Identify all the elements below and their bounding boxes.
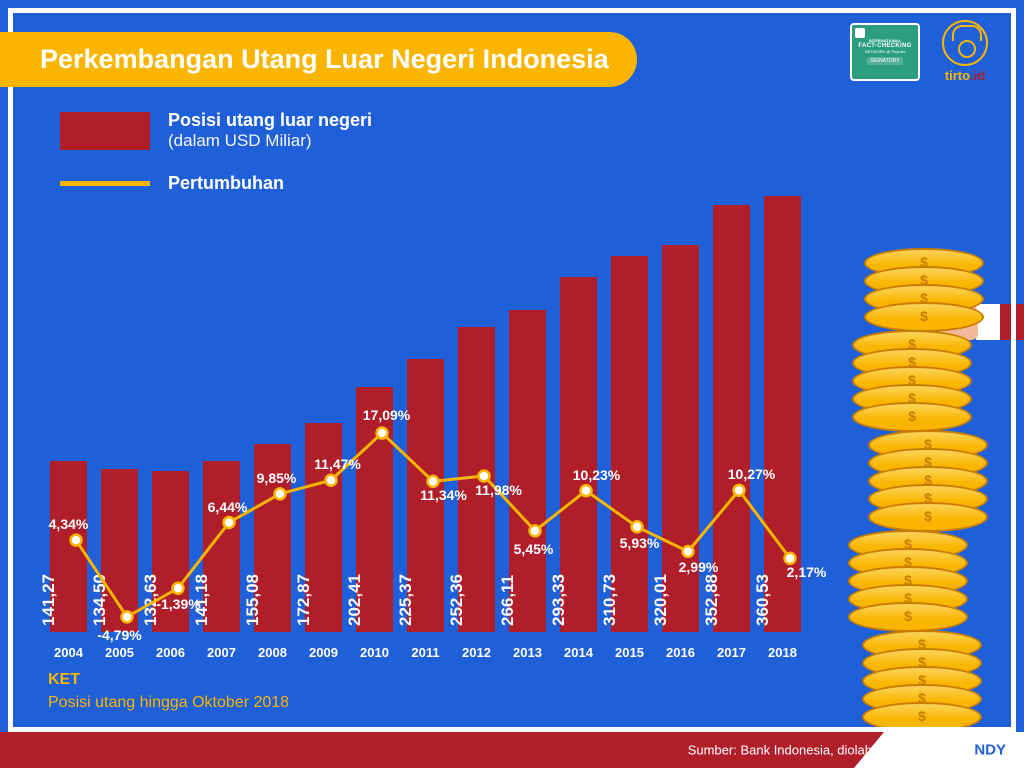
legend-bar-sublabel: (dalam USD Miliar): [168, 131, 372, 151]
legend-bar-label: Posisi utang luar negeri: [168, 110, 372, 131]
legend-line-swatch: [60, 181, 150, 186]
x-tick-label: 2012: [458, 645, 495, 660]
x-tick-label: 2016: [662, 645, 699, 660]
footnote: KET Posisi utang hingga Oktober 2018: [48, 669, 289, 714]
page-title: Perkembangan Utang Luar Negeri Indonesia: [40, 44, 609, 75]
bar: 134,50: [101, 469, 138, 632]
bar: 266,11: [509, 310, 546, 632]
bar: 352,88: [713, 205, 750, 632]
bar-value-label: 172,87: [294, 574, 314, 626]
bar: 202,41: [356, 387, 393, 632]
x-axis-labels: 2004 2005 2006 2007 2008 2009 2010 2011 2012 2013…: [50, 645, 830, 660]
bar-value-label: 252,36: [447, 574, 467, 626]
bar: 293,33: [560, 277, 597, 632]
legend: Posisi utang luar negeri (dalam USD Mili…: [60, 110, 372, 194]
x-tick-label: 2007: [203, 645, 240, 660]
x-tick-label: 2005: [101, 645, 138, 660]
x-tick-label: 2013: [509, 645, 546, 660]
footnote-text: Posisi utang hingga Oktober 2018: [48, 692, 289, 714]
coin-stack-illustration: [834, 202, 1004, 732]
footnote-heading: KET: [48, 669, 289, 691]
bar: 310,73: [611, 256, 648, 632]
bar-value-label: 141,18: [192, 574, 212, 626]
bar-value-label: 134,50: [90, 574, 110, 626]
x-tick-label: 2004: [50, 645, 87, 660]
bar-value-label: 202,41: [345, 574, 365, 626]
bar: 320,01: [662, 245, 699, 632]
bar-value-label: 141,27: [39, 574, 59, 626]
bar: 172,87: [305, 423, 342, 632]
x-tick-label: 2017: [713, 645, 750, 660]
x-tick-label: 2011: [407, 645, 444, 660]
legend-bar-swatch: [60, 112, 150, 150]
bars-container: 141,27 134,50 132,63 141,18 155,08 172,8…: [50, 172, 830, 632]
x-tick-label: 2008: [254, 645, 291, 660]
bar: 252,36: [458, 327, 495, 632]
title-banner: Perkembangan Utang Luar Negeri Indonesia: [0, 32, 637, 87]
bar: 360,53: [764, 196, 801, 632]
x-tick-label: 2018: [764, 645, 801, 660]
ifcn-text: NETWORK @ Poynter: [865, 49, 906, 54]
bar-value-label: 352,88: [702, 574, 722, 626]
x-tick-label: 2009: [305, 645, 342, 660]
badges: INTERNATIONAL FACT-CHECKING NETWORK @ Po…: [850, 20, 996, 83]
bar-value-label: 310,73: [600, 574, 620, 626]
ifcn-badge: INTERNATIONAL FACT-CHECKING NETWORK @ Po…: [850, 23, 920, 81]
bar-value-label: 155,08: [243, 574, 263, 626]
tirto-logo: tirto.id: [934, 20, 996, 83]
bar-value-label: 225,37: [396, 574, 416, 626]
bar: 225,37: [407, 359, 444, 632]
x-tick-label: 2010: [356, 645, 393, 660]
legend-line-label: Pertumbuhan: [168, 173, 284, 194]
bar-value-label: 360,53: [753, 574, 773, 626]
bar: 141,18: [203, 461, 240, 632]
source-text: Sumber: Bank Indonesia, diolah: [688, 743, 872, 758]
bar: 141,27: [50, 461, 87, 632]
bar-value-label: 132,63: [141, 574, 161, 626]
x-tick-label: 2015: [611, 645, 648, 660]
credit-text: NDY: [974, 742, 1006, 759]
chart-area: 141,27 134,50 132,63 141,18 155,08 172,8…: [50, 160, 830, 660]
ifcn-signatory: SIGNATORY: [867, 57, 904, 65]
x-tick-label: 2006: [152, 645, 189, 660]
bar-value-label: 320,01: [651, 574, 671, 626]
bar-value-label: 266,11: [498, 575, 518, 626]
footer: Sumber: Bank Indonesia, diolah NDY: [0, 732, 1024, 768]
x-tick-label: 2014: [560, 645, 597, 660]
bar-value-label: 293,33: [549, 574, 569, 626]
tirto-text: tirto: [945, 68, 970, 83]
bar: 155,08: [254, 444, 291, 632]
bar: 132,63: [152, 471, 189, 632]
